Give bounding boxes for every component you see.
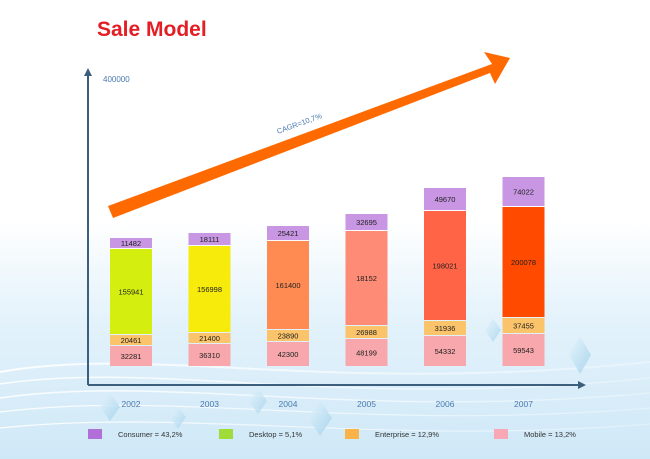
bar-enterprise-2003 bbox=[188, 333, 231, 343]
legend-swatch-0 bbox=[88, 429, 102, 439]
data-label-mobile-2006: 54332 bbox=[435, 347, 456, 356]
bar-enterprise-2007 bbox=[502, 318, 545, 333]
data-label-mobile-2002: 32281 bbox=[121, 352, 142, 361]
legend-label-1: Desktop = 5,1% bbox=[249, 430, 302, 439]
data-label-mobile-2004: 42300 bbox=[278, 350, 299, 359]
legend-swatch-1 bbox=[219, 429, 233, 439]
x-tick-label-2004: 2004 bbox=[279, 399, 298, 409]
data-label-consumer-2003: 18111 bbox=[200, 235, 220, 244]
data-label-enterprise-2007: 37455 bbox=[513, 322, 534, 331]
legend-label-3: Mobile = 13,2% bbox=[524, 430, 576, 439]
data-label-consumer-2005: 32695 bbox=[356, 218, 377, 227]
cagr-arrow bbox=[108, 52, 510, 218]
data-label-mobile-2005: 48199 bbox=[356, 349, 377, 358]
data-label-enterprise-2005: 26988 bbox=[356, 328, 377, 337]
data-label-consumer-2004: 25421 bbox=[278, 229, 299, 238]
legend-swatch-3 bbox=[494, 429, 508, 439]
data-label-enterprise-2003: 21400 bbox=[199, 334, 220, 343]
bar-mobile-2002 bbox=[110, 346, 152, 366]
data-label-mobile-2003: 36310 bbox=[199, 351, 220, 360]
data-label-desktop-2004: 161400 bbox=[275, 281, 300, 290]
bar-enterprise-2002 bbox=[110, 335, 152, 345]
data-label-desktop-2006: 198021 bbox=[432, 262, 457, 271]
bar-consumer-2006 bbox=[424, 188, 466, 210]
x-tick-label-2006: 2006 bbox=[436, 399, 455, 409]
x-axis-arrowhead bbox=[578, 381, 586, 389]
bar-consumer-2003 bbox=[188, 233, 231, 245]
y-axis-arrowhead bbox=[84, 68, 92, 76]
data-label-enterprise-2006: 31936 bbox=[435, 324, 456, 333]
data-label-consumer-2007: 74022 bbox=[513, 188, 534, 197]
legend-label-0: Consumer = 43,2% bbox=[118, 430, 183, 439]
x-tick-label-2005: 2005 bbox=[357, 399, 376, 409]
bar-consumer-2005 bbox=[345, 214, 388, 230]
bar-mobile-2004 bbox=[267, 342, 309, 366]
bar-mobile-2005 bbox=[345, 339, 388, 366]
bar-consumer-2002 bbox=[110, 238, 152, 248]
legend-swatch-2 bbox=[345, 429, 359, 439]
bar-desktop-2003 bbox=[188, 246, 231, 332]
bar-enterprise-2005 bbox=[345, 326, 388, 338]
bar-desktop-2005 bbox=[345, 231, 388, 325]
bar-consumer-2004 bbox=[267, 226, 309, 240]
bar-desktop-2004 bbox=[267, 241, 309, 329]
data-label-desktop-2002: 155941 bbox=[118, 288, 143, 297]
chart-title: Sale Model bbox=[97, 18, 207, 41]
background-decoration bbox=[0, 318, 650, 436]
bar-desktop-2006 bbox=[424, 211, 466, 320]
data-label-enterprise-2002: 20461 bbox=[121, 336, 142, 345]
data-label-consumer-2002: 11482 bbox=[121, 239, 141, 248]
bar-consumer-2007 bbox=[502, 177, 545, 206]
bar-desktop-2007 bbox=[502, 207, 545, 317]
data-label-mobile-2007: 59543 bbox=[513, 346, 534, 355]
data-label-consumer-2006: 49670 bbox=[435, 195, 456, 204]
bar-mobile-2006 bbox=[424, 336, 466, 366]
legend-label-2: Enterprise = 12,9% bbox=[375, 430, 439, 439]
x-tick-label-2003: 2003 bbox=[200, 399, 219, 409]
bar-enterprise-2004 bbox=[267, 330, 309, 341]
data-label-desktop-2007: 200078 bbox=[511, 258, 536, 267]
data-label-desktop-2005: 18152 bbox=[356, 274, 377, 283]
x-tick-label-2002: 2002 bbox=[122, 399, 141, 409]
data-label-enterprise-2004: 23890 bbox=[278, 332, 299, 341]
x-tick-label-2007: 2007 bbox=[514, 399, 533, 409]
bar-enterprise-2006 bbox=[424, 321, 466, 335]
bar-desktop-2002 bbox=[110, 249, 152, 334]
data-label-desktop-2003: 156998 bbox=[197, 285, 222, 294]
y-tick-label: 400000 bbox=[103, 75, 130, 84]
bar-mobile-2003 bbox=[188, 344, 231, 366]
bar-mobile-2007 bbox=[502, 334, 545, 366]
